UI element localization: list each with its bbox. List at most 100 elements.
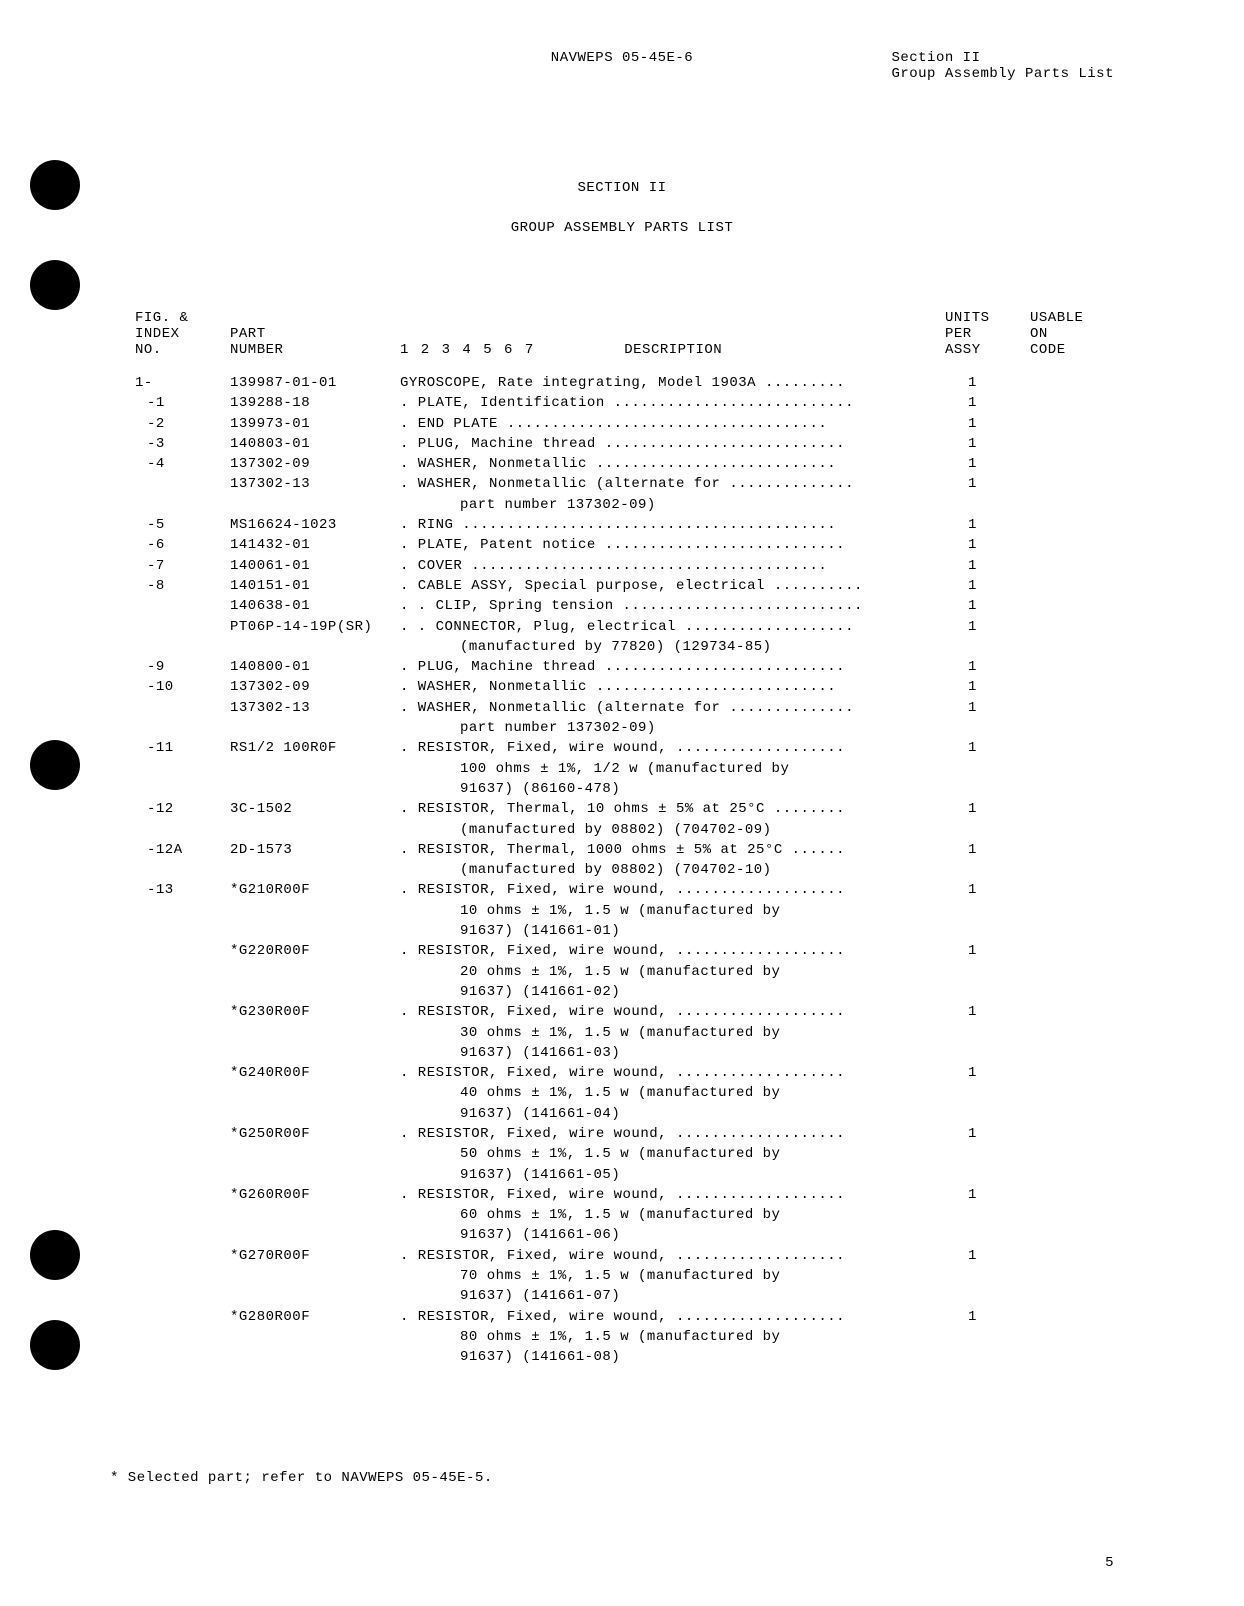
cell-part: *G210R00F: [230, 880, 400, 900]
cell-part: [230, 495, 400, 515]
cell-desc: . PLATE, Identification ................…: [400, 393, 945, 413]
cell-units: [945, 779, 1030, 799]
cell-part: PT06P-14-19P(SR): [230, 617, 400, 637]
cell-desc: . PLUG, Machine thread .................…: [400, 657, 945, 677]
cell-desc: 91637) (141661-03): [400, 1043, 945, 1063]
cell-fig: [135, 1225, 230, 1245]
col-header-fig: FIG. & INDEX NO.: [135, 310, 230, 358]
cell-part: [230, 1286, 400, 1306]
table-row: PT06P-14-19P(SR). . CONNECTOR, Plug, ele…: [135, 617, 1129, 637]
punch-hole: [30, 1320, 80, 1370]
cell-units: [945, 1327, 1030, 1347]
cell-part: 140800-01: [230, 657, 400, 677]
table-row: *G230R00F. RESISTOR, Fixed, wire wound, …: [135, 1002, 1129, 1022]
cell-fig: -9: [135, 657, 230, 677]
page-number: 5: [1105, 1555, 1114, 1571]
cell-desc: 100 ohms ± 1%, 1/2 w (manufactured by: [400, 759, 945, 779]
cell-part: [230, 921, 400, 941]
cell-desc: . RESISTOR, Fixed, wire wound, .........…: [400, 1246, 945, 1266]
table-row: *G260R00F. RESISTOR, Fixed, wire wound, …: [135, 1185, 1129, 1205]
table-row: 91637) (141661-04): [135, 1104, 1129, 1124]
cell-units: 1: [945, 840, 1030, 860]
table-row: -10137302-09. WASHER, Nonmetallic ......…: [135, 677, 1129, 697]
cell-desc: . RESISTOR, Fixed, wire wound, .........…: [400, 941, 945, 961]
cell-desc: . . CLIP, Spring tension ...............…: [400, 596, 945, 616]
table-row: -3140803-01. PLUG, Machine thread ......…: [135, 434, 1129, 454]
table-row: 91637) (141661-01): [135, 921, 1129, 941]
cell-desc: . COVER ................................…: [400, 556, 945, 576]
cell-desc: 60 ohms ± 1%, 1.5 w (manufactured by: [400, 1205, 945, 1225]
cell-units: 1: [945, 515, 1030, 535]
cell-part: [230, 962, 400, 982]
cell-units: 1: [945, 941, 1030, 961]
cell-part: 140151-01: [230, 576, 400, 596]
cell-part: 139973-01: [230, 414, 400, 434]
cell-units: [945, 982, 1030, 1002]
cell-desc: GYROSCOPE, Rate integrating, Model 1903A…: [400, 373, 945, 393]
cell-desc: 10 ohms ± 1%, 1.5 w (manufactured by: [400, 901, 945, 921]
cell-units: [945, 1023, 1030, 1043]
table-row: -6141432-01. PLATE, Patent notice ......…: [135, 535, 1129, 555]
cell-fig: [135, 1205, 230, 1225]
cell-part: [230, 901, 400, 921]
table-row: 140638-01. . CLIP, Spring tension ......…: [135, 596, 1129, 616]
cell-units: [945, 1083, 1030, 1103]
table-row: part number 137302-09): [135, 718, 1129, 738]
cell-fig: [135, 1246, 230, 1266]
table-row: -2139973-01. END PLATE .................…: [135, 414, 1129, 434]
cell-desc: . PLUG, Machine thread .................…: [400, 434, 945, 454]
table-row: -9140800-01. PLUG, Machine thread ......…: [135, 657, 1129, 677]
table-row: 60 ohms ± 1%, 1.5 w (manufactured by: [135, 1205, 1129, 1225]
punch-hole: [30, 160, 80, 210]
table-row: 91637) (86160-478): [135, 779, 1129, 799]
table-row: part number 137302-09): [135, 495, 1129, 515]
cell-part: [230, 1083, 400, 1103]
table-row: 10 ohms ± 1%, 1.5 w (manufactured by: [135, 901, 1129, 921]
cell-part: *G230R00F: [230, 1002, 400, 1022]
cell-units: [945, 921, 1030, 941]
cell-desc: 40 ohms ± 1%, 1.5 w (manufactured by: [400, 1083, 945, 1103]
cell-units: [945, 718, 1030, 738]
cell-part: [230, 1205, 400, 1225]
cell-units: 1: [945, 617, 1030, 637]
cell-units: 1: [945, 596, 1030, 616]
table-row: -11RS1/2 100R0F. RESISTOR, Fixed, wire w…: [135, 738, 1129, 758]
cell-fig: [135, 1063, 230, 1083]
cell-fig: -12A: [135, 840, 230, 860]
cell-part: 2D-1573: [230, 840, 400, 860]
cell-part: [230, 1327, 400, 1347]
cell-part: [230, 779, 400, 799]
table-row: 1-139987-01-01GYROSCOPE, Rate integratin…: [135, 373, 1129, 393]
table-row: *G240R00F. RESISTOR, Fixed, wire wound, …: [135, 1063, 1129, 1083]
cell-fig: [135, 495, 230, 515]
cell-fig: -3: [135, 434, 230, 454]
cell-units: 1: [945, 474, 1030, 494]
cell-units: [945, 1144, 1030, 1164]
cell-desc: 91637) (141661-02): [400, 982, 945, 1002]
cell-units: [945, 1347, 1030, 1367]
cell-fig: [135, 596, 230, 616]
cell-fig: [135, 901, 230, 921]
cell-units: [945, 1266, 1030, 1286]
cell-units: 1: [945, 414, 1030, 434]
cell-units: 1: [945, 1002, 1030, 1022]
cell-part: *G250R00F: [230, 1124, 400, 1144]
cell-units: [945, 962, 1030, 982]
section-subtitle: GROUP ASSEMBLY PARTS LIST: [511, 220, 734, 236]
header-subtitle: Group Assembly Parts List: [891, 66, 1114, 82]
table-row: *G220R00F. RESISTOR, Fixed, wire wound, …: [135, 941, 1129, 961]
cell-units: 1: [945, 373, 1030, 393]
cell-desc: (manufactured by 77820) (129734-85): [400, 637, 945, 657]
cell-fig: -13: [135, 880, 230, 900]
cell-fig: -1: [135, 393, 230, 413]
cell-units: 1: [945, 556, 1030, 576]
cell-part: [230, 637, 400, 657]
table-row: (manufactured by 08802) (704702-09): [135, 820, 1129, 840]
cell-desc: . . CONNECTOR, Plug, electrical ........…: [400, 617, 945, 637]
cell-fig: [135, 860, 230, 880]
table-row: 50 ohms ± 1%, 1.5 w (manufactured by: [135, 1144, 1129, 1164]
cell-units: 1: [945, 698, 1030, 718]
cell-desc: . RESISTOR, Fixed, wire wound, .........…: [400, 1124, 945, 1144]
punch-hole: [30, 260, 80, 310]
cell-units: [945, 901, 1030, 921]
